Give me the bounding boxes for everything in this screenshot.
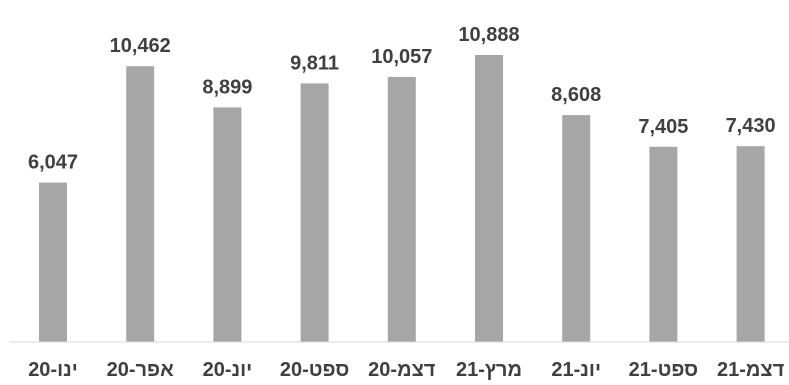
value-label-5: 10,888 (458, 24, 519, 46)
category-label-2: יונ-20 (203, 359, 253, 381)
bar-5 (475, 55, 503, 342)
bar-0 (39, 182, 67, 342)
bars-layer (39, 55, 765, 343)
bar-8 (736, 146, 765, 342)
value-label-7: 7,405 (638, 116, 688, 138)
category-label-3: ספט-20 (280, 359, 349, 381)
value-label-1: 10,462 (110, 35, 171, 57)
value-label-2: 8,899 (202, 76, 252, 98)
category-label-0: ינו-20 (28, 359, 78, 381)
category-label-1: אפר-20 (107, 359, 174, 381)
value-label-6: 8,608 (551, 84, 601, 106)
category-label-5: מרץ-21 (456, 359, 522, 381)
value-label-0: 6,047 (28, 152, 78, 174)
value-label-4: 10,057 (371, 46, 432, 68)
value-labels-layer: 6,047 10,462 8,899 9,811 10,057 10,888 8,608 7,… (28, 24, 776, 174)
category-label-6: יונ-21 (551, 359, 601, 381)
bar-6 (562, 115, 591, 342)
value-label-8: 7,430 (726, 115, 776, 137)
bar-7 (649, 146, 678, 342)
bar-1 (126, 66, 155, 342)
category-label-7: ספט-21 (629, 359, 698, 381)
category-label-8: דצמ-21 (717, 359, 785, 381)
value-label-3: 9,811 (290, 52, 339, 74)
bar-4 (387, 76, 416, 343)
category-labels-layer: ינו-20 אפר-20 יונ-20 ספט-20 דצמ-20 מרץ-21 יונ-… (28, 359, 784, 381)
category-label-4: דצמ-20 (368, 359, 436, 381)
bar-2 (213, 107, 242, 343)
bar-3 (300, 83, 329, 343)
